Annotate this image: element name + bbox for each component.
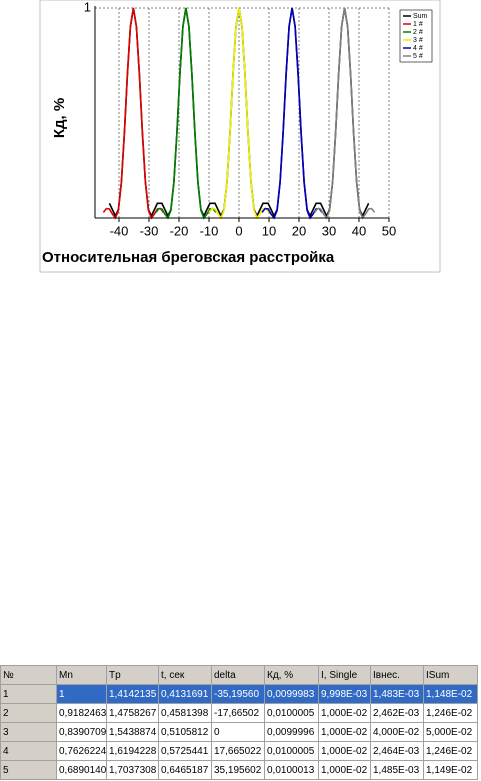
table-cell[interactable]: delta	[211, 665, 265, 685]
legend-label: 3 #	[413, 37, 423, 44]
table-cell[interactable]: 1	[56, 684, 107, 704]
table-cell[interactable]: 1,246E-02	[423, 703, 478, 723]
table-cell[interactable]: 5,000E-02	[423, 722, 478, 742]
table-cell[interactable]: 1,000E-02	[318, 722, 371, 742]
legend-label: 5 #	[413, 53, 423, 60]
table-cell[interactable]: 0,0100005	[264, 703, 319, 723]
series-line	[261, 7, 323, 220]
table-cell[interactable]: 0,8390709	[56, 722, 107, 742]
table-row[interactable]: 3 0,8390709 1,5438874 0,5105812 0 0,0099996 1,…	[0, 722, 478, 742]
x-axis-label: Относительная бреговская расстройка	[42, 249, 335, 266]
table-cell[interactable]: 1,483E-03	[370, 684, 424, 704]
table-cell[interactable]: 1,149E-02	[423, 760, 478, 780]
y-tick-label: 1	[84, 0, 91, 14]
table-cell[interactable]: 0,0099983	[264, 684, 319, 704]
table-row[interactable]: 4 0,7626224 1,6194228 0,5725441 17,665022 0,0…	[0, 741, 478, 761]
series-line	[102, 7, 165, 220]
table-cell[interactable]: 1,000E-02	[318, 741, 371, 761]
table-row[interactable]: 5 0,6890140 1,7037308 0,6465187 35,195602 0,0…	[0, 760, 478, 780]
series-line	[155, 7, 217, 220]
table-cell[interactable]: 1,7037308	[106, 760, 159, 780]
table-cell[interactable]: Mn	[56, 665, 107, 685]
table-cell[interactable]: 1,000E-02	[318, 703, 371, 723]
legend-label: 2 #	[413, 29, 423, 36]
x-tick-label: 20	[292, 223, 306, 238]
table-cell[interactable]: 9,998E-03	[318, 684, 371, 704]
chart-panel	[39, 0, 441, 273]
table-cell[interactable]: Кд, %	[264, 665, 319, 685]
legend-label: 4 #	[413, 45, 423, 52]
table-cell[interactable]: 0,0099996	[264, 722, 319, 742]
x-tick-label: 40	[352, 223, 366, 238]
x-tick-label: 50	[382, 223, 396, 238]
table-cell[interactable]: 0,0100005	[264, 741, 319, 761]
table-cell[interactable]: t, сек	[158, 665, 212, 685]
series-line	[208, 7, 270, 220]
table-cell[interactable]: 0,5725441	[158, 741, 212, 761]
table-cell[interactable]: 1,485E-03	[370, 760, 424, 780]
table-cell[interactable]: 1,000E-02	[318, 760, 371, 780]
x-tick-label: -10	[200, 223, 219, 238]
table-cell[interactable]: 0,0100013	[264, 760, 319, 780]
chart: Относительная бреговская расстройка Кд, …	[39, 0, 441, 273]
legend-label: Sum	[413, 13, 428, 20]
table-cell[interactable]: 0,9182463	[56, 703, 107, 723]
table-cell[interactable]: -17,66502	[211, 703, 265, 723]
table-cell[interactable]: 0,6890140	[56, 760, 107, 780]
table-cell[interactable]: ISum	[423, 665, 478, 685]
table-cell[interactable]: Iвнес.	[370, 665, 424, 685]
table-cell[interactable]: -35,19560	[211, 684, 265, 704]
table-cell[interactable]: 0	[211, 722, 265, 742]
table-cell[interactable]: 1,246E-02	[423, 741, 478, 761]
legend-box	[399, 9, 433, 63]
x-tick-label: -40	[110, 223, 129, 238]
table-row[interactable]: 1 1 1,4142135 0,4131691 -35,19560 0,0099983 9,…	[0, 684, 478, 704]
table-cell[interactable]: 0,4581398	[158, 703, 212, 723]
table-cell[interactable]: 1,148E-02	[423, 684, 478, 704]
x-tick-label: -30	[140, 223, 159, 238]
header-row[interactable]: № Mn Tp t, сек delta Кд, % I, Single Iвнес. ISum	[0, 665, 478, 685]
table-cell[interactable]: 17,665022	[211, 741, 265, 761]
table-cell[interactable]: 1,5438874	[106, 722, 159, 742]
table-cell[interactable]: 2	[0, 703, 57, 723]
table-cell[interactable]: 1,4142135	[106, 684, 159, 704]
legend-label: 1 #	[413, 21, 423, 28]
table-cell[interactable]: №	[0, 665, 57, 685]
table-cell[interactable]: 2,464E-03	[370, 741, 424, 761]
table-row[interactable]: 2 0,9182463 1,4758267 0,4581398 -17,66502 0,0…	[0, 703, 478, 723]
x-tick-label: 10	[262, 223, 276, 238]
table-cell[interactable]: 1	[0, 684, 57, 704]
table-cell[interactable]: 1,6194228	[106, 741, 159, 761]
x-tick-label: 30	[322, 223, 336, 238]
data-table: № Mn Tp t, сек delta Кд, % I, Single Iвнес. ISum…	[0, 665, 478, 780]
table-cell[interactable]: 0,7626224	[56, 741, 107, 761]
table-cell[interactable]: I, Single	[318, 665, 371, 685]
table-cell[interactable]: 5	[0, 760, 57, 780]
x-tick-label: -20	[170, 223, 189, 238]
table-cell[interactable]: 0,4131691	[158, 684, 212, 704]
series-line	[313, 7, 376, 220]
table-cell[interactable]: 4,000E-02	[370, 722, 424, 742]
table-cell[interactable]: Tp	[106, 665, 159, 685]
table-cell[interactable]: 3	[0, 722, 57, 742]
table-cell[interactable]: 4	[0, 741, 57, 761]
y-axis-label: Кд, %	[51, 98, 68, 138]
table-cell[interactable]: 2,462E-03	[370, 703, 424, 723]
x-tick-label: 0	[235, 223, 242, 238]
table-cell[interactable]: 0,6465187	[158, 760, 212, 780]
table-cell[interactable]: 35,195602	[211, 760, 265, 780]
table-cell[interactable]: 1,4758267	[106, 703, 159, 723]
table-cell[interactable]: 0,5105812	[158, 722, 212, 742]
